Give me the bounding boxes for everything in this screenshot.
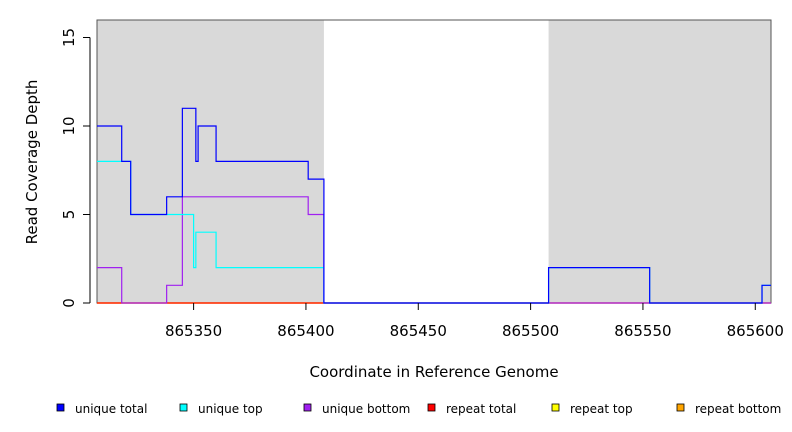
legend-label-unique-total: unique total	[75, 402, 147, 416]
legend-swatch-unique-total	[56, 403, 65, 412]
series-line-unique-total	[97, 107, 771, 304]
y-axis-label: Read Coverage Depth	[23, 80, 41, 245]
legend-swatch-repeat-total	[427, 403, 436, 412]
x-tick-label-865350: 865350	[165, 322, 222, 340]
x-tick-label-865400: 865400	[277, 322, 334, 340]
legend: unique total unique top unique bottom repea…	[56, 402, 781, 416]
x-tick-label-865500: 865500	[502, 322, 559, 340]
y-tick-label-5: 5	[60, 210, 78, 220]
legend-swatch-unique-bottom	[303, 403, 312, 412]
x-axis: 865350 865400 865450 865500 865550 865600	[165, 303, 784, 340]
legend-label-unique-top: unique top	[198, 402, 263, 416]
y-tick-label-15: 15	[60, 28, 78, 47]
y-tick-label-0: 0	[60, 298, 78, 308]
legend-label-repeat-top: repeat top	[570, 402, 633, 416]
y-axis: 0 5 10 15	[60, 28, 91, 308]
series-lines	[97, 107, 771, 304]
x-axis-label: Coordinate in Reference Genome	[309, 363, 558, 381]
shaded-region-2	[548, 20, 771, 303]
x-tick-label-865450: 865450	[390, 322, 447, 340]
legend-swatch-repeat-top	[551, 403, 560, 412]
legend-swatch-repeat-bottom	[676, 403, 685, 412]
legend-label-repeat-bottom: repeat bottom	[695, 402, 781, 416]
legend-swatch-unique-top	[179, 403, 188, 412]
x-tick-label-865600: 865600	[727, 322, 784, 340]
y-tick-label-10: 10	[60, 116, 78, 135]
legend-label-unique-bottom: unique bottom	[322, 402, 410, 416]
x-tick-label-865550: 865550	[614, 322, 671, 340]
legend-label-repeat-total: repeat total	[446, 402, 516, 416]
